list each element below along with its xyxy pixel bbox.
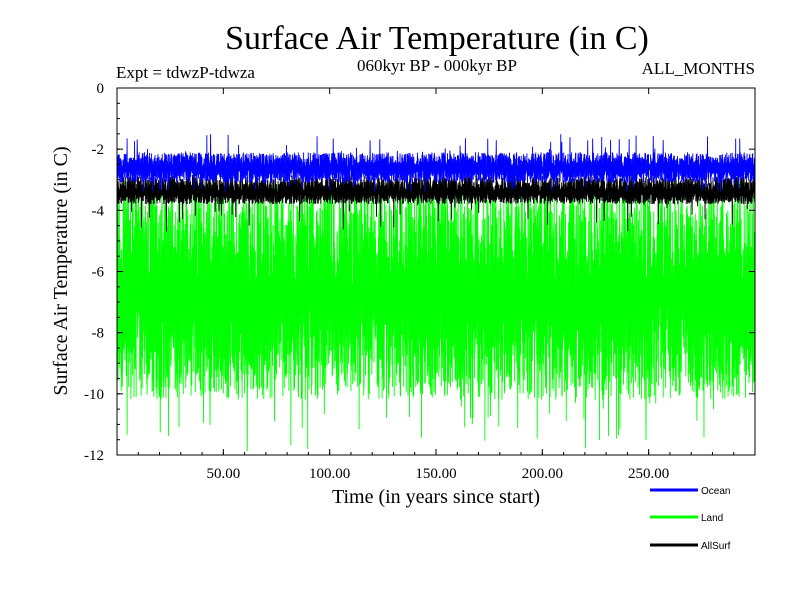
y-tick-label: -6 [92, 265, 105, 281]
experiment-label: Expt = tdwzP-tdwza [116, 63, 255, 82]
y-axis: 0 -2 -4 -6 -8 -10 -12 [84, 81, 755, 464]
y-tick-label: -4 [92, 203, 105, 219]
x-tick-label: 250.00 [628, 466, 669, 482]
x-tick-label: 100.00 [309, 466, 350, 482]
x-axis: 50.00 100.00 150.00 200.00 250.00 [137, 88, 735, 482]
y-tick-label: 0 [97, 81, 105, 97]
y-tick-label: -12 [84, 448, 104, 464]
legend-label-allsurf: AllSurf [701, 541, 731, 552]
y-tick-label: -8 [92, 326, 105, 342]
legend: Ocean Land AllSurf [650, 486, 731, 552]
series-layer [116, 134, 756, 452]
months-label: ALL_MONTHS [642, 59, 755, 78]
period-label: 060kyr BP - 000kyr BP [357, 56, 517, 75]
y-axis-label: Surface Air Temperature (in C) [50, 146, 72, 395]
y-tick-label: -2 [92, 142, 105, 158]
x-tick-label: 150.00 [415, 466, 456, 482]
y-tick-label: -10 [84, 387, 104, 403]
x-axis-label: Time (in years since start) [332, 486, 540, 508]
series-line-ocean [116, 134, 756, 192]
series-line-allsurf [116, 173, 756, 232]
series-line-land [116, 178, 756, 452]
legend-label-land: Land [701, 513, 723, 524]
legend-label-ocean: Ocean [701, 486, 730, 497]
chart-title: Surface Air Temperature (in C) [225, 20, 649, 57]
x-tick-label: 50.00 [206, 466, 240, 482]
x-tick-label: 200.00 [522, 466, 563, 482]
